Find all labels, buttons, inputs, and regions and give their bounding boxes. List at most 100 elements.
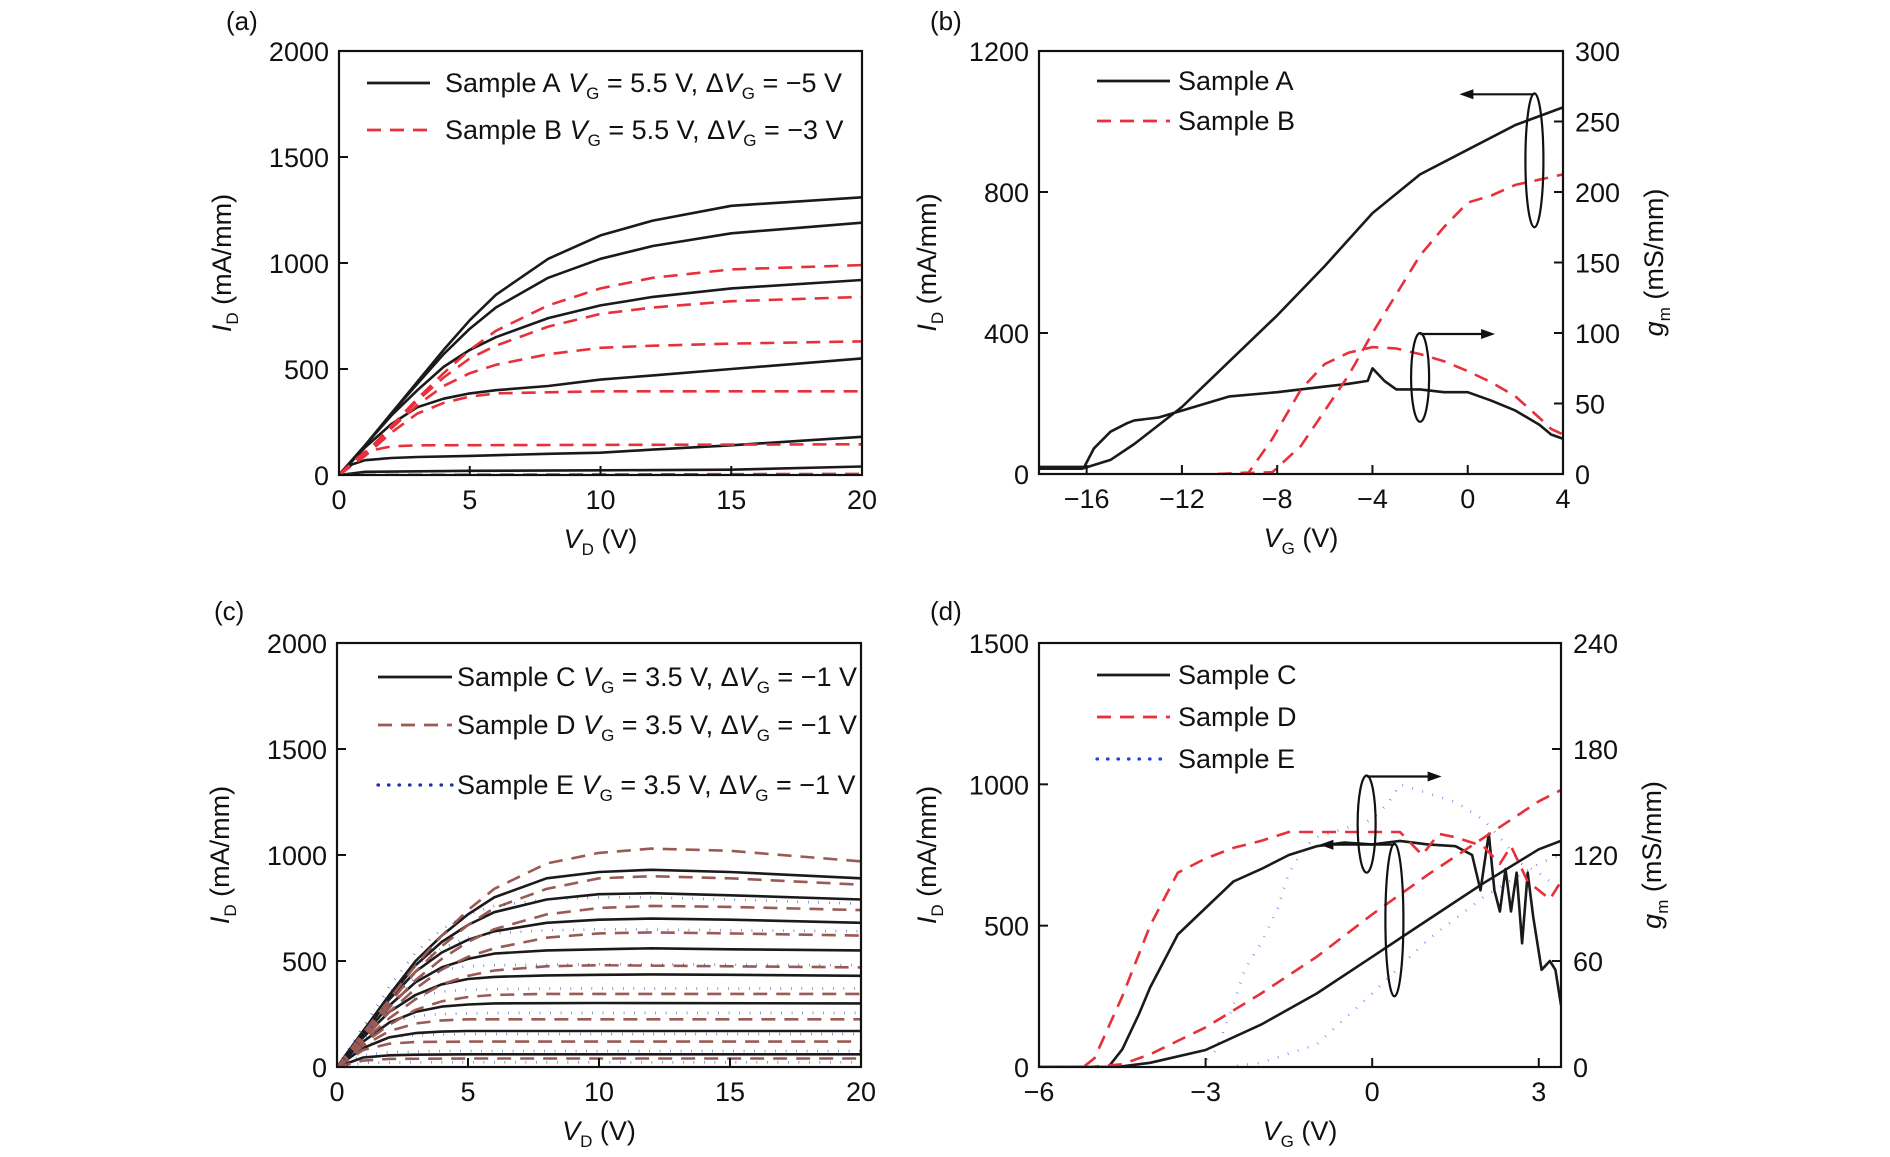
y2-axis-label: gm (mS/mm) [1639,189,1674,337]
y-tick-label: 0 [314,461,329,491]
annotation-ellipse [1524,92,1545,229]
x-tick-label: 10 [585,485,615,515]
y-tick-label: 400 [984,319,1029,349]
y-tick-label: 500 [284,355,329,385]
y-tick-label: 0 [1014,460,1029,490]
x-axis-label: VD (V) [562,1116,636,1151]
y2-tick-label: 0 [1575,460,1590,490]
annotation-right-axis-marker [1409,329,1496,423]
x-tick-label: 15 [716,485,746,515]
y2-tick-label: 60 [1573,947,1603,977]
y-axis-label: ID (mA/mm) [912,193,947,331]
x-tick-label: 3 [1531,1077,1546,1107]
y-axis-label-group: ID (mA/mm) [207,194,242,332]
plot-area [339,196,862,475]
legend-label: Sample A VG = 5.5 V, ΔVG = −5 V [445,68,842,103]
annotation-arrow-head-icon [1427,771,1442,782]
series-sample-a-curve-4 [339,357,862,475]
panel-label: (c) [214,596,244,626]
y2-tick-label: 100 [1575,319,1620,349]
series-sample-b-i-d-curve-1 [1217,173,1563,474]
x-tick-label: 0 [1365,1077,1380,1107]
y2-axis-label: gm (mS/mm) [1637,781,1672,929]
x-tick-label: −4 [1357,484,1388,514]
y2-axis-label-group: gm (mS/mm) [1637,781,1672,929]
series-sample-d-curve-6 [337,992,861,1067]
legend-label: Sample B VG = 5.5 V, ΔVG = −3 V [445,115,844,150]
y2-axis-label-group: gm (mS/mm) [1639,189,1674,337]
legend-entry: Sample C [1097,660,1297,690]
x-tick-label: 0 [331,485,346,515]
y-tick-label: 2000 [269,37,329,67]
panel-label: (d) [930,596,962,626]
legend-entry: Sample B [1097,106,1295,136]
x-axis-label: VG (V) [1263,1116,1338,1151]
legend-label: Sample A [1178,66,1294,96]
annotation-arrow-head-icon [1481,329,1496,339]
y-tick-label: 1000 [267,841,327,871]
y-axis-label: ID (mA/mm) [207,194,242,332]
panel-label: (a) [226,6,258,36]
series-sample-d-curve-3 [337,904,861,1067]
y-tick-label: 500 [984,912,1029,942]
x-axis-label: VG (V) [1264,523,1339,558]
x-tick-label: 5 [462,485,477,515]
y2-tick-label: 150 [1575,249,1620,279]
series-sample-a-curve-3 [339,278,862,475]
y2-tick-label: 300 [1575,37,1620,67]
x-tick-label: 5 [460,1077,475,1107]
series-sample-d-g-m-curve-1 [1039,830,1561,1067]
series-sample-a-i-d-curve-1 [1039,106,1563,470]
x-tick-label: −6 [1024,1077,1055,1107]
series-sample-b-curve-1 [339,263,862,475]
series-sample-d-curve-7 [337,1018,861,1067]
annotation-ellipse [1356,774,1377,874]
series-sample-c-curve-8 [337,1053,861,1067]
series-sample-c-g-m-curve-1 [1039,832,1561,1067]
y-tick-label: 1000 [969,770,1029,800]
series-sample-a-g-m-curve-1 [1039,367,1563,469]
y-tick-label: 800 [984,178,1029,208]
legend-entry: Sample D VG = 3.5 V, ΔVG = −1 V [378,710,857,745]
annotation-ellipse [1384,842,1405,998]
y-axis-label: ID (mA/mm) [205,786,240,924]
x-tick-label: −3 [1190,1077,1221,1107]
x-tick-label: 15 [715,1077,745,1107]
y2-tick-label: 180 [1573,735,1618,765]
series-sample-c-i-d-curve-1 [1039,839,1561,1067]
annotation-arrow-head-icon [1319,839,1334,850]
panel-a: (a) 0 5 10 15 20 0 500 1000 1500 2000 VD (V) ID (mA/… [207,6,877,559]
annotation-left-axis-marker [1319,839,1405,998]
plot-area [1039,783,1561,1067]
annotation-right-axis-marker [1356,771,1442,874]
legend-label: Sample E VG = 3.5 V, ΔVG = −1 V [457,770,856,805]
plot-area [1039,106,1563,474]
x-tick-label: 4 [1555,484,1570,514]
series-sample-a-curve-5 [339,435,862,475]
y-axis-label-group: ID (mA/mm) [912,193,947,331]
legend-entry: Sample A VG = 5.5 V, ΔVG = −5 V [367,68,842,103]
legend-label: Sample E [1178,744,1295,774]
legend-entry: Sample D [1097,702,1297,732]
x-tick-label: −16 [1064,484,1110,514]
series-sample-b-curve-4 [339,390,862,475]
series-sample-e-curve-8 [337,1061,861,1067]
legend-label: Sample C VG = 3.5 V, ΔVG = −1 V [457,662,857,697]
x-axis-label: VD (V) [564,524,638,559]
series-sample-b-curve-2 [339,295,862,475]
y2-tick-label: 0 [1573,1053,1588,1083]
series-sample-d-curve-5 [337,963,861,1067]
series-sample-d-curve-1 [337,847,861,1067]
panel-c: (c) 0 5 10 15 20 0 500 1000 1500 2000 VD (V) ID (mA/… [205,596,876,1151]
x-tick-label: 10 [584,1077,614,1107]
y-tick-label: 1500 [267,735,327,765]
series-sample-c-curve-1 [337,868,861,1067]
panel-b: (b)−16 −12 −8 −4 0 40400800120005010015020025… [912,6,1674,558]
y-axis-label: ID (mA/mm) [912,786,947,924]
panel-label: (b) [930,6,962,36]
legend-label: Sample D VG = 3.5 V, ΔVG = −1 V [457,710,857,745]
y-tick-label: 1200 [969,37,1029,67]
legend-entry: Sample A [1097,66,1294,96]
